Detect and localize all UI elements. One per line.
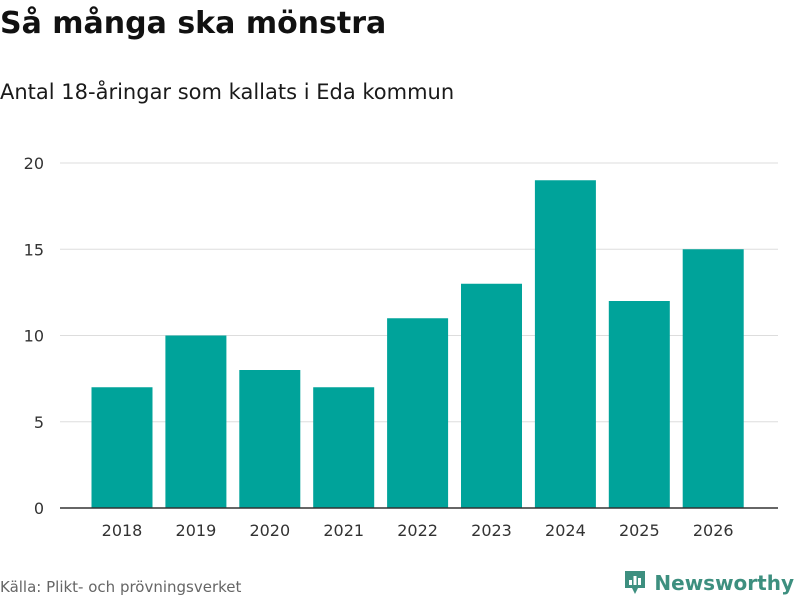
- bar-2025: [608, 301, 670, 508]
- bar-2026: [682, 249, 744, 508]
- x-tick-label-2026: 2026: [693, 521, 734, 540]
- x-tick-label-2022: 2022: [397, 521, 438, 540]
- brand-logo: Newsworthy: [623, 569, 794, 596]
- x-tick-label-2020: 2020: [249, 521, 290, 540]
- x-tick-label-2018: 2018: [102, 521, 143, 540]
- x-tick-label-2021: 2021: [323, 521, 364, 540]
- brand-name: Newsworthy: [654, 570, 794, 595]
- x-tick-label-2019: 2019: [176, 521, 217, 540]
- bar-2019: [165, 335, 227, 508]
- chart-title: Så många ska mönstra: [0, 6, 387, 41]
- y-tick-label-0: 0: [34, 499, 44, 518]
- chart-subtitle: Antal 18-åringar som kallats i Eda kommu…: [0, 80, 455, 104]
- bar-2024: [534, 180, 596, 508]
- y-tick-label-10: 10: [24, 327, 44, 346]
- x-tick-label-2024: 2024: [545, 521, 586, 540]
- bar-2023: [461, 283, 522, 508]
- bar-2021: [313, 387, 375, 508]
- y-tick-label-5: 5: [34, 413, 44, 432]
- bar-2020: [239, 370, 301, 508]
- y-tick-label-15: 15: [24, 240, 44, 259]
- newsworthy-logo-icon: [625, 571, 646, 594]
- y-tick-label-20: 20: [24, 154, 44, 173]
- x-tick-label-2023: 2023: [471, 521, 512, 540]
- x-tick-label-2025: 2025: [619, 521, 660, 540]
- bar-2022: [387, 318, 449, 508]
- bar-2018: [91, 387, 153, 508]
- source-note: Källa: Plikt- och prövningsverket: [0, 578, 242, 596]
